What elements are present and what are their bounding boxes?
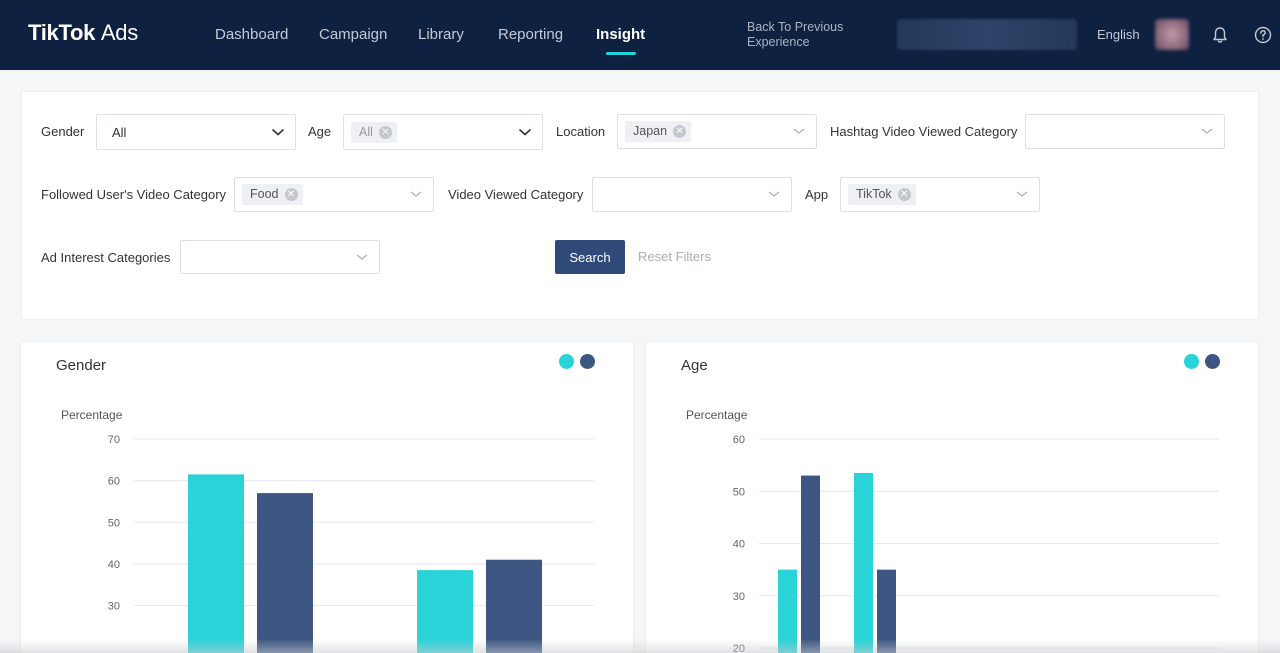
- remove-tag-icon[interactable]: ✕: [673, 125, 687, 138]
- bar: [417, 570, 473, 653]
- y-tick-label: 30: [108, 601, 120, 613]
- tiktok-ads-logo[interactable]: TikTok Ads: [28, 20, 138, 46]
- followed-user-category-tag-label: Food: [250, 187, 279, 201]
- top-navigation-bar: TikTok Ads Dashboard Campaign Library Re…: [0, 0, 1280, 70]
- avatar[interactable]: [1155, 19, 1189, 50]
- gender-select-value: All: [112, 125, 127, 140]
- ad-interest-categories-select[interactable]: [180, 240, 380, 274]
- age-tag: All ✕: [351, 122, 397, 143]
- language-selector[interactable]: English: [1097, 27, 1140, 42]
- chevron-down-icon: [518, 128, 532, 136]
- chevron-down-icon: [1201, 128, 1213, 134]
- nav-item-reporting[interactable]: Reporting: [498, 26, 564, 43]
- remove-tag-icon[interactable]: ✕: [284, 188, 298, 201]
- y-tick-label: 40: [108, 559, 120, 571]
- bar: [486, 559, 542, 653]
- app-select[interactable]: TikTok ✕: [840, 177, 1040, 212]
- bar: [801, 475, 820, 653]
- nav-item-dashboard[interactable]: Dashboard: [215, 26, 289, 43]
- chevron-down-icon: [768, 191, 780, 197]
- nav-item-library[interactable]: Library: [418, 26, 464, 43]
- y-tick-label: 60: [733, 434, 745, 446]
- app-tag-label: TikTok: [856, 187, 892, 201]
- chevron-down-icon: [793, 128, 805, 134]
- age-chart-card: Age Percentage 20 30 40 50 60: [645, 341, 1259, 653]
- followed-user-category-label: Followed User's Video Category: [41, 187, 227, 202]
- age-select[interactable]: All ✕: [343, 114, 543, 150]
- hashtag-category-select[interactable]: [1025, 114, 1225, 149]
- app-tag: TikTok ✕: [848, 184, 916, 205]
- bell-icon[interactable]: [1210, 25, 1230, 45]
- hashtag-category-label: Hashtag Video Viewed Category: [830, 124, 1018, 139]
- age-bar-chart: Percentage 20 30 40 50 60: [686, 408, 1219, 653]
- y-tick-label: 70: [108, 434, 120, 446]
- bar: [257, 493, 313, 653]
- reset-filters-button[interactable]: Reset Filters: [638, 249, 711, 264]
- bar: [778, 569, 797, 653]
- bar: [854, 472, 873, 653]
- search-button[interactable]: Search: [555, 240, 625, 274]
- chart-title: Gender: [56, 357, 107, 374]
- video-viewed-category-label: Video Viewed Category: [448, 187, 584, 202]
- location-select[interactable]: Japan ✕: [617, 114, 817, 149]
- audience-filter-panel: Gender All Age All ✕ Location Japan ✕ Ha…: [21, 91, 1259, 320]
- followed-user-category-tag: Food ✕: [242, 184, 303, 205]
- bar: [877, 569, 896, 653]
- logo-product: Ads: [100, 20, 138, 45]
- active-tab-indicator: [605, 52, 636, 55]
- y-tick-label: 50: [108, 517, 120, 529]
- legend-dot-series-1[interactable]: [559, 354, 574, 369]
- help-circle-icon[interactable]: [1253, 25, 1273, 45]
- logo-brand: TikTok: [28, 20, 96, 45]
- chevron-down-icon: [410, 191, 422, 197]
- back-to-previous-experience-link[interactable]: Back To Previous Experience: [747, 20, 844, 49]
- gender-select[interactable]: All: [96, 114, 296, 150]
- account-selector[interactable]: [897, 19, 1077, 50]
- nav-item-insight-label: Insight: [596, 26, 646, 43]
- y-tick-label: 50: [733, 486, 745, 498]
- age-tag-label: All: [359, 125, 373, 139]
- bar: [188, 474, 244, 653]
- legend-dot-series-1[interactable]: [1184, 354, 1199, 369]
- y-axis-label: Percentage: [61, 408, 123, 422]
- y-tick-label: 60: [108, 476, 120, 488]
- gender-chart-card: Gender Percentage 30 40 50 60 70: [20, 341, 634, 653]
- y-axis-label: Percentage: [686, 408, 748, 422]
- chart-title: Age: [681, 357, 708, 374]
- y-tick-label: 40: [733, 539, 745, 551]
- gender-bar-chart: Percentage 30 40 50 60 70: [61, 408, 594, 653]
- remove-tag-icon[interactable]: ✕: [378, 126, 392, 139]
- location-tag: Japan ✕: [625, 121, 692, 142]
- location-tag-label: Japan: [633, 124, 668, 138]
- nav-item-campaign[interactable]: Campaign: [319, 26, 388, 43]
- remove-tag-icon[interactable]: ✕: [897, 188, 911, 201]
- nav-item-insight[interactable]: Insight: [596, 26, 646, 55]
- ad-interest-categories-label: Ad Interest Categories: [41, 250, 171, 265]
- y-tick-label: 30: [733, 591, 745, 603]
- legend-dot-series-2[interactable]: [1205, 354, 1220, 369]
- age-label: Age: [308, 124, 332, 139]
- legend-dot-series-2[interactable]: [580, 354, 595, 369]
- chevron-down-icon: [271, 128, 285, 136]
- video-viewed-category-select[interactable]: [592, 177, 792, 212]
- app-label: App: [805, 187, 829, 202]
- gender-label: Gender: [41, 124, 85, 139]
- location-label: Location: [556, 124, 606, 139]
- y-tick-label: 20: [733, 643, 745, 653]
- followed-user-category-select[interactable]: Food ✕: [234, 177, 434, 212]
- chevron-down-icon: [356, 254, 368, 260]
- chevron-down-icon: [1016, 191, 1028, 197]
